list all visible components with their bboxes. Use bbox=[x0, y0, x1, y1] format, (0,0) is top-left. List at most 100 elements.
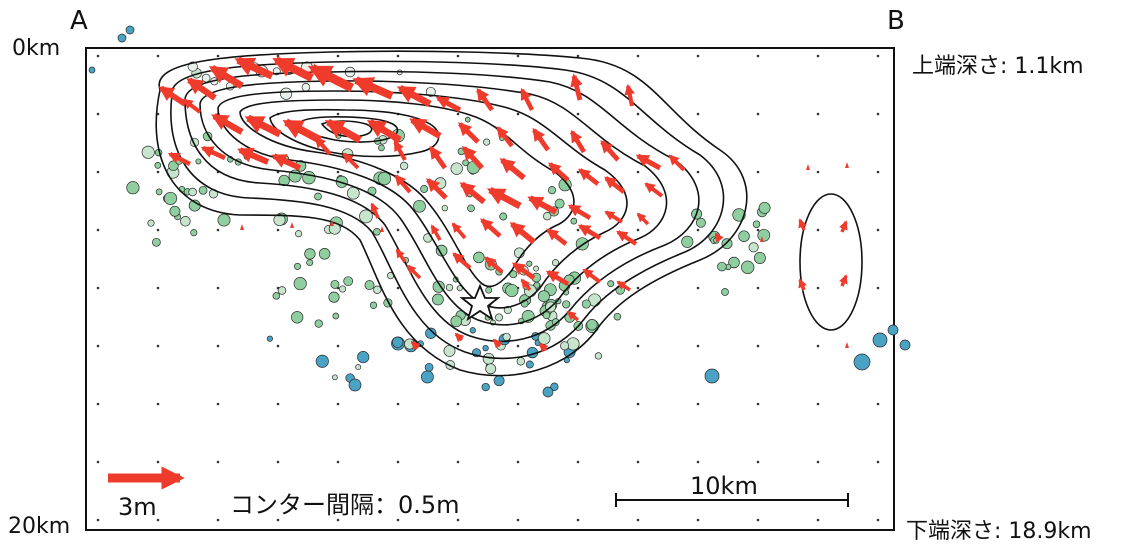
aftershock-circle bbox=[542, 386, 554, 398]
grid-dot bbox=[336, 518, 340, 522]
slip-arrow bbox=[282, 118, 322, 144]
grid-dot bbox=[156, 228, 160, 232]
slip-arrow bbox=[426, 178, 448, 200]
grid-dot bbox=[276, 344, 280, 348]
slip-arrow bbox=[604, 176, 626, 194]
slip-arrow bbox=[545, 269, 570, 287]
aftershock-circle bbox=[432, 280, 445, 293]
bottom-depth-note: 下端深さ: 18.9km bbox=[906, 519, 1092, 544]
slip-arrow bbox=[428, 145, 448, 170]
grid-dot bbox=[96, 286, 100, 290]
aftershock-circle bbox=[88, 66, 96, 74]
grid-dot bbox=[696, 228, 700, 232]
aftershock-circle bbox=[450, 315, 463, 328]
aftershock-circle bbox=[413, 199, 426, 213]
aftershock-circle bbox=[704, 368, 720, 384]
legend-arrow-label: 3m bbox=[118, 493, 157, 521]
grid-dot bbox=[96, 344, 100, 348]
aftershock-circle bbox=[493, 375, 505, 387]
slip-arrow bbox=[430, 224, 442, 241]
aftershock-circle bbox=[467, 204, 475, 213]
aftershock-circle bbox=[516, 357, 525, 366]
grid-dot bbox=[816, 344, 820, 348]
grid-dot bbox=[456, 54, 460, 58]
slip-arrow bbox=[451, 222, 467, 240]
grid-dot bbox=[396, 286, 400, 290]
slip-arrow bbox=[486, 187, 522, 209]
grid-dot bbox=[516, 344, 520, 348]
slip-arrow bbox=[393, 140, 407, 161]
slip-arrow bbox=[484, 256, 504, 274]
aftershock-circle bbox=[432, 293, 444, 306]
grid-dot bbox=[96, 170, 100, 174]
aftershock-circle bbox=[377, 171, 392, 186]
aftershock-circle bbox=[359, 209, 373, 224]
grid-dot bbox=[636, 54, 640, 58]
grid-dot bbox=[876, 518, 880, 522]
slip-arrow bbox=[496, 126, 514, 148]
aftershock-circle bbox=[717, 261, 727, 272]
slip-arrow bbox=[582, 268, 602, 284]
aftershock-circle bbox=[887, 324, 899, 336]
aftershock-circle bbox=[695, 217, 706, 228]
aftershock-circle bbox=[554, 198, 565, 209]
aftershock-circle bbox=[180, 216, 191, 227]
aftershock-circle bbox=[551, 318, 560, 326]
grid-dot bbox=[396, 518, 400, 522]
slip-arrow bbox=[410, 340, 421, 351]
aftershock-circle bbox=[141, 145, 155, 159]
slip-arrow bbox=[567, 203, 592, 221]
grid-dot bbox=[696, 54, 700, 58]
grid-dot bbox=[756, 170, 760, 174]
aftershock-circle bbox=[586, 319, 598, 331]
grid-dot bbox=[636, 170, 640, 174]
grid-dot bbox=[276, 54, 280, 58]
epicenter-star bbox=[459, 283, 501, 322]
aftershock-circle bbox=[607, 280, 615, 288]
slip-arrow bbox=[271, 153, 302, 171]
slip-arrow bbox=[798, 218, 807, 231]
grid-dot bbox=[516, 54, 520, 58]
aftershock-circle bbox=[533, 281, 541, 289]
aftershock-circle bbox=[537, 290, 550, 303]
slip-arrow bbox=[459, 181, 486, 205]
aftershock-circle bbox=[728, 256, 740, 269]
aftershock-circle bbox=[594, 352, 603, 360]
aftershock-circle bbox=[169, 205, 181, 217]
depth-bottom-label: 20km bbox=[8, 514, 71, 539]
aftershock-circle bbox=[190, 229, 198, 237]
aftershock-circle bbox=[473, 251, 485, 264]
aftershock-circle bbox=[551, 259, 560, 267]
aftershock-circle bbox=[502, 332, 511, 341]
aftershock-circle bbox=[748, 242, 759, 253]
contour-line bbox=[170, 60, 725, 360]
grid-dot bbox=[876, 112, 880, 116]
grid-dot bbox=[156, 518, 160, 522]
aftershock-circle bbox=[450, 162, 463, 175]
grid-dot bbox=[756, 228, 760, 232]
grid-dot bbox=[876, 286, 880, 290]
slip-arrow bbox=[531, 127, 551, 152]
aftershock-circle bbox=[369, 301, 378, 309]
aftershock-circle bbox=[495, 313, 503, 322]
slip-arrow bbox=[566, 310, 580, 322]
aftershock-circle bbox=[155, 188, 163, 196]
aftershock-circle bbox=[853, 353, 871, 371]
grid-dot bbox=[816, 170, 820, 174]
grid-dot bbox=[756, 402, 760, 406]
slip-arrow bbox=[370, 202, 380, 219]
grid-dot bbox=[816, 286, 820, 290]
slip-arrow bbox=[499, 157, 526, 181]
grid-dot bbox=[276, 518, 280, 522]
slip-arrow bbox=[511, 261, 536, 281]
aftershock-circle bbox=[126, 181, 140, 195]
label-a: A bbox=[70, 6, 88, 36]
aftershock-circle bbox=[738, 230, 750, 242]
aftershock-circle bbox=[542, 311, 551, 320]
aftershock-circle bbox=[295, 230, 303, 238]
grid-dot bbox=[336, 112, 340, 116]
slip-arrow bbox=[475, 87, 495, 112]
grid-dot bbox=[156, 286, 160, 290]
grid-dot bbox=[636, 460, 640, 464]
aftershock-circle bbox=[201, 73, 211, 83]
